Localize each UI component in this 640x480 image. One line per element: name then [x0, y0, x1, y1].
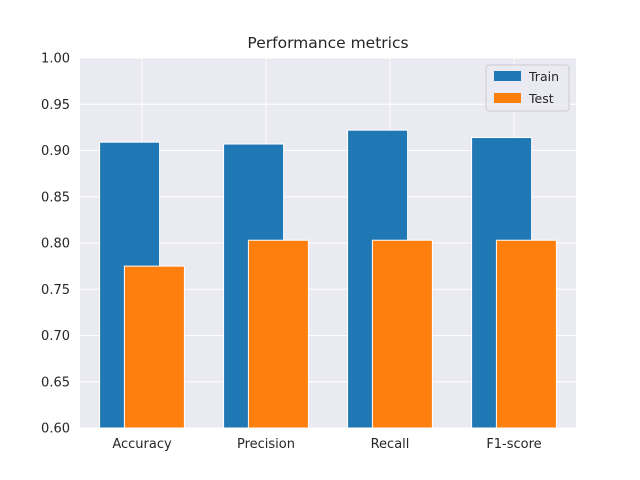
bars — [99, 129, 557, 429]
x-tick-label: Accuracy — [112, 437, 172, 452]
y-tick-label: 0.95 — [41, 98, 70, 113]
y-tick-label: 0.85 — [41, 190, 70, 205]
legend-label-test: Test — [528, 91, 554, 106]
x-tick-label: Precision — [237, 437, 295, 452]
legend: Train Test — [485, 64, 570, 112]
bar-test-accuracy — [123, 265, 185, 429]
bar-test-precision — [247, 239, 309, 429]
y-axis-ticks: 0.60 0.65 0.70 0.75 0.80 0.85 0.90 0.95 1.00 — [41, 52, 70, 437]
y-tick-label: 1.00 — [41, 52, 70, 67]
legend-swatch-train — [494, 71, 521, 81]
chart-title: Performance metrics — [247, 34, 408, 52]
y-tick-label: 0.90 — [41, 144, 70, 159]
x-tick-label: Recall — [371, 437, 410, 452]
y-tick-label: 0.70 — [41, 329, 70, 344]
bar-test-recall — [371, 239, 433, 429]
y-tick-label: 0.75 — [41, 283, 70, 298]
y-tick-label: 0.60 — [41, 422, 70, 437]
legend-swatch-test — [494, 93, 521, 103]
legend-label-train: Train — [528, 69, 559, 84]
bar-test-f1-score — [495, 239, 557, 429]
y-tick-label: 0.65 — [41, 375, 70, 390]
x-axis-ticks: Accuracy Precision Recall F1-score — [112, 437, 541, 452]
y-tick-label: 0.80 — [41, 237, 70, 252]
x-tick-label: F1-score — [486, 437, 541, 452]
